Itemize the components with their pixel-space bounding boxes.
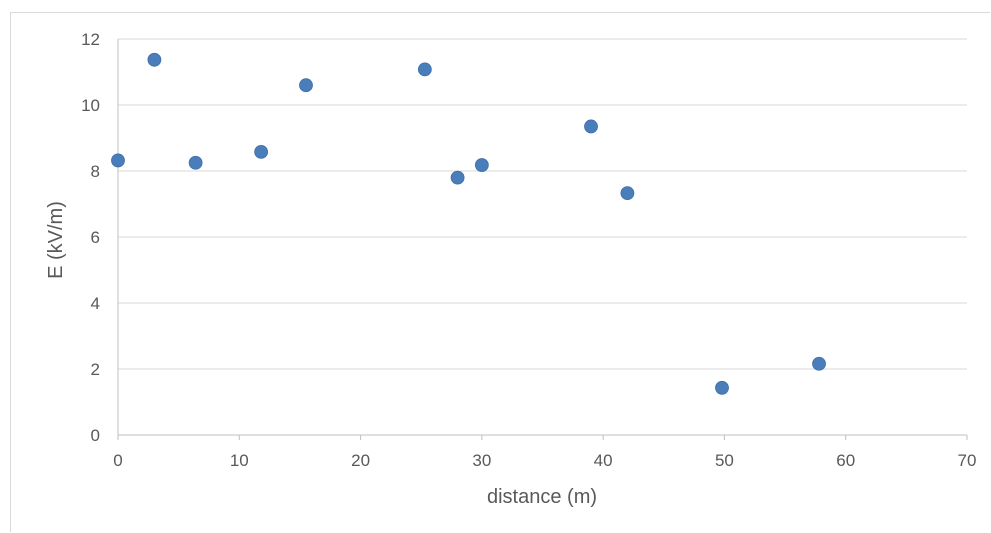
x-tick-label: 40 xyxy=(594,451,613,470)
y-tick-label: 6 xyxy=(91,228,100,247)
data-point xyxy=(812,356,826,371)
y-axis-label: E (kV/m) xyxy=(45,201,67,279)
x-tick-label: 50 xyxy=(715,451,734,470)
data-point xyxy=(111,153,125,168)
data-point xyxy=(450,170,465,185)
data-point xyxy=(417,62,432,77)
data-point xyxy=(188,155,203,170)
x-tick-label: 10 xyxy=(230,451,249,470)
chart-frame xyxy=(10,12,990,532)
data-point xyxy=(474,158,489,172)
x-tick-label: 0 xyxy=(113,451,122,470)
data-point xyxy=(620,186,635,201)
y-tick-label: 10 xyxy=(81,96,100,115)
data-point xyxy=(254,144,269,159)
x-tick-labels: 0 10 20 30 40 50 60 70 xyxy=(113,451,976,470)
gridlines xyxy=(118,38,967,370)
data-point xyxy=(715,380,729,395)
axes xyxy=(117,39,968,440)
x-tick-label: 20 xyxy=(351,451,370,470)
y-tick-label: 2 xyxy=(91,360,100,379)
data-point xyxy=(147,52,162,67)
x-tick-label: 30 xyxy=(472,451,491,470)
x-tick-label: 70 xyxy=(958,451,977,470)
data-points xyxy=(111,52,826,395)
data-point xyxy=(299,78,313,93)
y-tick-label: 12 xyxy=(81,30,100,49)
y-tick-label: 8 xyxy=(91,162,100,181)
x-tick-label: 60 xyxy=(836,451,855,470)
y-tick-labels: 0 2 4 6 8 10 12 xyxy=(81,30,100,445)
y-tick-label: 0 xyxy=(91,426,100,445)
data-point xyxy=(584,119,598,134)
y-tick-label: 4 xyxy=(91,294,100,313)
x-axis-label: distance (m) xyxy=(487,486,597,508)
